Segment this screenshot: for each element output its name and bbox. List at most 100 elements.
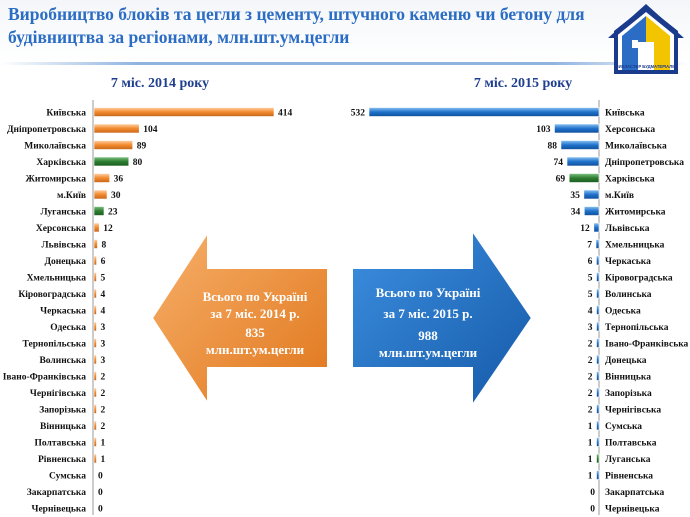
left-category-label: Кіровоградська bbox=[18, 289, 86, 300]
right-category-label: Запорізька bbox=[605, 388, 652, 399]
right-bar-value: 12 bbox=[580, 224, 590, 234]
left-bar-value: 1 bbox=[101, 439, 106, 449]
right-category-label: Полтавська bbox=[605, 439, 657, 449]
right-category-label: Тернопільська bbox=[605, 322, 669, 333]
right-category-label: Львівська bbox=[605, 223, 650, 234]
right-bar bbox=[566, 156, 600, 167]
right-category-label: Рівненська bbox=[605, 471, 653, 482]
left-bar-value: 104 bbox=[143, 125, 158, 135]
left-bar bbox=[93, 222, 100, 233]
right-bar bbox=[596, 404, 600, 414]
right-bar-value: 74 bbox=[554, 158, 564, 168]
right-panel-title: 7 міс. 2015 року bbox=[474, 76, 572, 91]
right-category-label: Київська bbox=[605, 109, 645, 119]
left-bar bbox=[93, 255, 97, 266]
right-bar bbox=[596, 288, 600, 299]
left-bar bbox=[93, 420, 97, 431]
right-bar-value: 3 bbox=[588, 323, 593, 333]
right-bar-value: 2 bbox=[588, 373, 593, 383]
left-category-label: Вінницька bbox=[40, 421, 86, 432]
right-bar bbox=[368, 107, 600, 117]
right-category-label: Одеська bbox=[605, 307, 641, 317]
left-category-label: Луганська bbox=[41, 208, 87, 218]
left-bar bbox=[93, 371, 97, 381]
left-category-label: Миколаївська bbox=[24, 142, 86, 152]
right-category-label: Івано-Франківська bbox=[605, 339, 689, 350]
right-bar-value: 1 bbox=[588, 422, 593, 432]
right-category-label: м.Київ bbox=[605, 191, 634, 201]
left-category-label: Запорізька bbox=[39, 405, 86, 416]
left-bar bbox=[93, 173, 110, 183]
left-category-label: Київська bbox=[46, 109, 86, 119]
left-category-label: Закарпатська bbox=[27, 488, 86, 498]
right-bar-series: Київська532Херсонська103Миколаївська88Дн… bbox=[351, 107, 689, 515]
left-bar bbox=[93, 338, 97, 348]
left-category-label: Донецька bbox=[44, 257, 86, 267]
right-bar bbox=[596, 470, 600, 480]
left-category-label: Харківська bbox=[36, 157, 86, 168]
left-bar bbox=[93, 321, 97, 332]
left-category-label: Тернопільська bbox=[23, 339, 87, 350]
right-total-value: 988 bbox=[418, 328, 438, 343]
right-bar-value: 1 bbox=[588, 455, 593, 465]
right-category-label: Чернігівська bbox=[605, 405, 661, 416]
right-category-label: Черкаська bbox=[605, 257, 651, 267]
left-bar-value: 3 bbox=[101, 356, 106, 366]
right-bar bbox=[596, 305, 600, 315]
right-bar-value: 0 bbox=[590, 488, 595, 498]
left-bar bbox=[93, 123, 140, 134]
left-bar bbox=[93, 305, 97, 315]
left-bar bbox=[93, 140, 133, 150]
right-category-label: Донецька bbox=[605, 356, 647, 366]
left-bar-value: 5 bbox=[101, 274, 106, 284]
right-bar-value: 2 bbox=[588, 340, 593, 350]
right-bar bbox=[583, 189, 600, 200]
left-bar-value: 80 bbox=[133, 158, 143, 168]
right-bar bbox=[596, 321, 600, 332]
right-bar-value: 4 bbox=[588, 307, 593, 317]
left-bar bbox=[93, 239, 98, 249]
left-category-label: Черкаська bbox=[40, 307, 86, 317]
left-bar bbox=[93, 453, 97, 464]
left-bar-value: 414 bbox=[278, 109, 293, 119]
left-bar-value: 0 bbox=[98, 488, 103, 498]
right-category-label: Харківська bbox=[605, 174, 655, 185]
logo-house-icon: ВИКЛАСТЕР БУДМАТЕРІАЛІВ bbox=[608, 4, 684, 74]
left-bar-value: 3 bbox=[101, 340, 106, 350]
right-category-label: Волинська bbox=[605, 290, 652, 300]
left-total-line2: за 7 міс. 2014 р. bbox=[210, 306, 299, 321]
right-bar bbox=[596, 255, 600, 266]
right-bar bbox=[554, 123, 600, 134]
left-category-label: м.Київ bbox=[57, 191, 86, 201]
left-bar-value: 2 bbox=[101, 406, 106, 416]
right-bar-value: 1 bbox=[588, 472, 593, 482]
right-bar-value: 103 bbox=[536, 125, 551, 135]
right-bar-value: 0 bbox=[590, 505, 595, 515]
right-bar bbox=[560, 140, 600, 150]
left-category-label: Чернігівська bbox=[30, 388, 86, 399]
right-bar-value: 2 bbox=[588, 406, 593, 416]
right-category-label: Луганська bbox=[605, 455, 651, 465]
right-category-label: Сумська bbox=[605, 422, 642, 432]
right-bar bbox=[593, 222, 600, 233]
left-category-label: Івано-Франківська bbox=[3, 372, 87, 383]
right-bar-value: 35 bbox=[570, 191, 580, 201]
right-bar-value: 5 bbox=[588, 290, 593, 300]
page-title: Виробництво блоків та цегли з цементу, ш… bbox=[8, 4, 585, 47]
left-total-unit: млн.шт.ум.цегли bbox=[206, 342, 305, 357]
right-bar bbox=[584, 206, 600, 216]
logo-text: ВИКЛАСТЕР БУДМАТЕРІАЛІВ bbox=[616, 64, 677, 69]
right-bar bbox=[596, 453, 600, 464]
left-bar-value: 8 bbox=[101, 241, 106, 251]
left-category-label: Херсонська bbox=[36, 224, 86, 234]
right-bar bbox=[595, 239, 600, 249]
left-category-label: Львівська bbox=[42, 240, 87, 251]
left-bar bbox=[93, 189, 108, 200]
right-bar-value: 69 bbox=[556, 175, 566, 185]
left-bar bbox=[93, 156, 130, 167]
right-category-label: Чернівецька bbox=[605, 504, 660, 515]
left-bar-value: 36 bbox=[114, 175, 124, 185]
left-bar-value: 0 bbox=[98, 505, 103, 515]
left-bar-value: 89 bbox=[137, 142, 147, 152]
